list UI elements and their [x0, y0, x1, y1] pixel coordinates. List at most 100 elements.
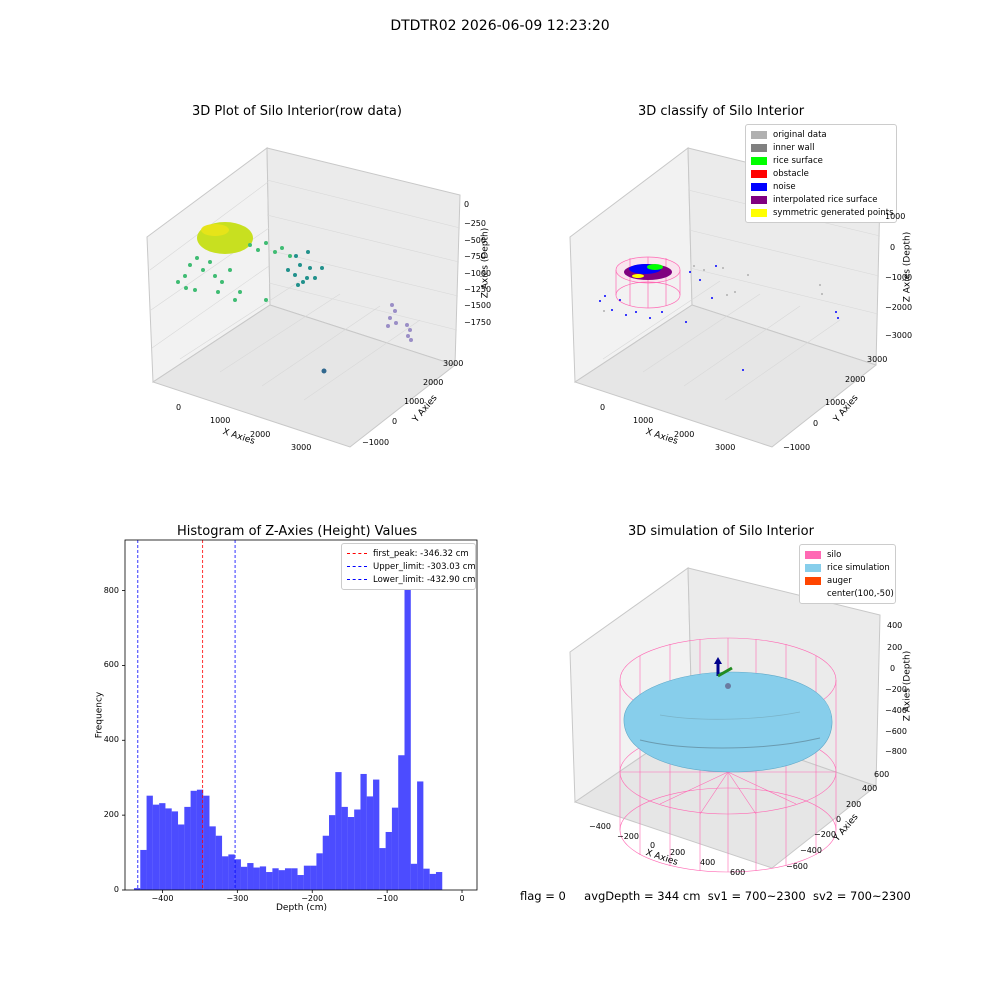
raw-zlabel: Z Axies (Depth) — [480, 227, 491, 299]
legend-line — [347, 566, 367, 567]
histogram-bar — [184, 806, 191, 890]
legend-label: center(100,-50) — [827, 588, 894, 599]
legend-label: silo — [827, 549, 842, 560]
simulation-xtick: −400 — [589, 822, 611, 831]
simulation-ytick: −400 — [800, 846, 822, 855]
classify-legend-entry: original data — [751, 128, 891, 141]
histogram-bar — [360, 773, 367, 890]
legend-label: inner wall — [773, 142, 815, 153]
histogram-bar — [435, 872, 443, 890]
histogram-bar — [297, 875, 304, 890]
histogram-legend-entry: Upper_limit: -303.03 cm — [347, 560, 476, 573]
histogram-ytick-label: 0 — [113, 885, 119, 894]
histogram-bar — [316, 853, 323, 890]
histogram-bar — [417, 781, 424, 890]
histogram-bar — [310, 865, 317, 890]
histogram-bar — [398, 755, 405, 890]
simulation-ytick: 600 — [874, 770, 890, 779]
raw-ztick: −1250 — [464, 285, 492, 294]
simulation-ytick: 400 — [862, 784, 878, 793]
classify-legend-entry: noise — [751, 180, 891, 193]
simulation-ytick: 200 — [846, 800, 862, 809]
histogram-bar — [178, 824, 185, 890]
classify-legend-entry: inner wall — [751, 141, 891, 154]
histogram-bar — [196, 789, 204, 890]
simulation-legend-entry: rice simulation — [805, 561, 890, 574]
histogram-bar — [410, 863, 418, 890]
legend-label: noise — [773, 181, 796, 192]
classify-ytick: 1000 — [825, 398, 846, 407]
simulation-xtick: 200 — [670, 848, 686, 857]
simulation-ztick: 400 — [887, 621, 903, 630]
histogram-bars — [133, 556, 443, 890]
classify-legend-entry: symmetric generated points — [751, 206, 894, 219]
histogram-bar — [159, 803, 166, 890]
histogram-bar — [259, 866, 267, 890]
raw-xtick: 2000 — [250, 430, 271, 439]
simulation-plot-title: 3D simulation of Silo Interior — [628, 524, 814, 539]
histogram-bar — [209, 826, 216, 890]
raw-plot-title: 3D Plot of Silo Interior(row data) — [192, 104, 402, 119]
histogram-title: Histogram of Z-Axies (Height) Values — [177, 524, 418, 539]
legend-swatch — [805, 563, 821, 572]
classify-legend-entry: interpolated rice surface — [751, 193, 891, 206]
classify-ztick: −3000 — [885, 331, 913, 340]
histogram-bar — [303, 865, 311, 890]
raw-ztick: −1750 — [464, 318, 492, 327]
simulation-ztick: 0 — [890, 664, 896, 673]
classify-rice-surface — [624, 264, 672, 280]
legend-swatch — [751, 143, 767, 152]
legend-swatch — [751, 169, 767, 178]
histogram-ylabel: Frequency — [94, 691, 105, 739]
histogram-ytick-label: 800 — [103, 585, 119, 595]
raw-point-cloud — [176, 222, 413, 374]
legend-label: symmetric generated points — [773, 207, 894, 218]
legend-swatch — [805, 590, 821, 598]
histogram-legend: first_peak: -346.32 cm Upper_limit: -303… — [341, 543, 476, 590]
histogram-xlabel: Depth (cm) — [276, 903, 328, 913]
classify-original-points — [603, 265, 823, 312]
histogram-bar — [335, 772, 342, 890]
legend-label: interpolated rice surface — [773, 194, 878, 205]
raw-ytick: 3000 — [443, 359, 464, 368]
classify-silo-cylinder — [615, 256, 681, 309]
histogram-bar — [423, 868, 430, 890]
legend-swatch — [751, 195, 767, 204]
histogram-bar — [215, 835, 223, 890]
histogram-ticks — [122, 590, 463, 893]
legend-label: first_peak: -346.32 cm — [373, 548, 469, 559]
histogram-bar — [190, 790, 197, 890]
histogram-bar — [266, 872, 273, 890]
flag-value: flag = 0 — [520, 889, 566, 903]
raw-ytick: 0 — [392, 417, 398, 426]
raw-ytick: 1000 — [404, 397, 425, 406]
classify-legend-entry: rice surface — [751, 154, 891, 167]
classify-plot-title: 3D classify of Silo Interior — [638, 104, 805, 119]
legend-label: original data — [773, 129, 827, 140]
histogram-ytick-label: 200 — [103, 810, 119, 820]
histogram-bar — [284, 868, 292, 890]
legend-line — [347, 553, 367, 554]
histogram-frame — [124, 539, 478, 891]
histogram-bar — [391, 807, 399, 890]
raw-ztick: −500 — [464, 236, 486, 245]
histogram-legend-entry: first_peak: -346.32 cm — [347, 547, 470, 560]
histogram-xtick-label: 0 — [459, 894, 465, 903]
simulation-xtick: −200 — [617, 832, 639, 841]
legend-label: Lower_limit: -432.90 cm — [373, 574, 476, 585]
legend-label: auger — [827, 575, 852, 586]
histogram-bar — [247, 863, 254, 890]
histogram-bar — [140, 849, 147, 890]
simulation-xtick: 600 — [730, 868, 746, 877]
auger-side-arrow — [717, 666, 733, 678]
raw-ztick: −1500 — [464, 301, 492, 310]
simulation-legend-entry: silo — [805, 548, 890, 561]
legend-swatch — [805, 576, 821, 585]
simulation-legend: silo rice simulation auger center(100,-5… — [799, 544, 896, 604]
raw-xtick: 0 — [176, 403, 182, 412]
histogram-bar — [228, 854, 235, 890]
histogram-xtick-label: −200 — [301, 894, 324, 903]
classify-ztick: −2000 — [885, 303, 913, 312]
histogram-bar — [165, 808, 172, 890]
classify-ztick: −1000 — [885, 273, 913, 282]
